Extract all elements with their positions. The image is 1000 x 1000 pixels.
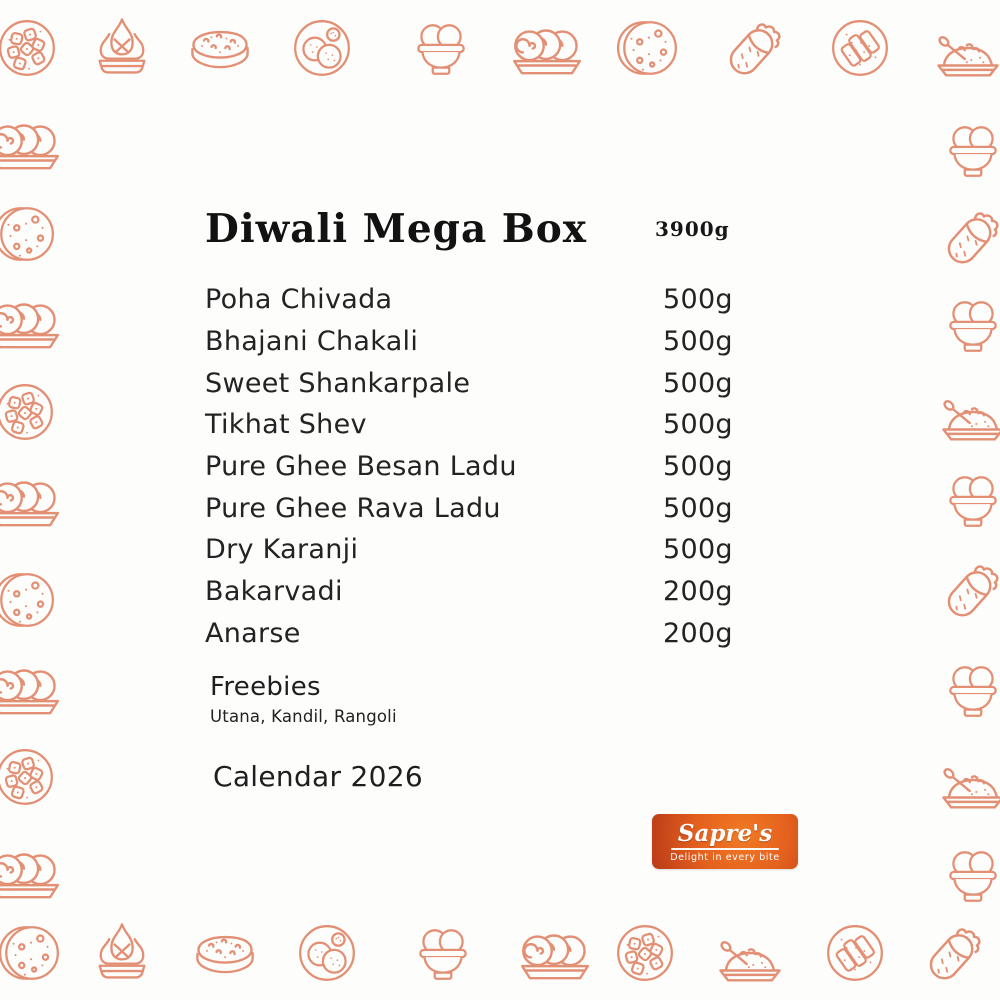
menu-item-name: Sweet Shankarpale: [205, 367, 471, 399]
spiral-rolls-plate-icon: [512, 13, 582, 83]
spiral-rolls-plate-icon: [0, 837, 60, 907]
page-title: Diwali Mega Box: [205, 206, 588, 252]
ladu-bowl-icon: [408, 15, 474, 81]
menu-item-row: Poha Chivada 500g: [205, 279, 753, 321]
menu-item-row: Pure Ghee Rava Ladu 500g: [205, 487, 753, 529]
cookie-icon: [615, 15, 681, 81]
menu-item-row: Pure Ghee Besan Ladu 500g: [205, 446, 753, 488]
wrap-icon: [937, 201, 1000, 273]
chivda-plate-icon: [0, 15, 60, 81]
ladu-bowl-icon: [410, 920, 476, 986]
modak-tray-icon: [88, 919, 156, 987]
menu-item-name: Anarse: [205, 617, 301, 649]
wrap-icon: [937, 554, 1000, 626]
menu-item-row: Dry Karanji 500g: [205, 529, 753, 571]
cookie-icon: [0, 201, 58, 267]
brand-name: Sapre's: [677, 819, 773, 847]
freebies-heading: Freebies: [210, 672, 321, 702]
menu-item-name: Poha Chivada: [205, 284, 393, 316]
menu-item-weight: 200g: [663, 576, 733, 608]
ladu-bowl-icon: [940, 292, 1000, 358]
menu-item-weight: 200g: [663, 617, 733, 649]
rice-plate-icon: [938, 377, 1000, 447]
menu-item-name: Dry Karanji: [205, 534, 359, 566]
rice-plate-icon: [933, 13, 1000, 83]
menu-item-name: Tikhat Shev: [205, 409, 367, 441]
menu-item-name: Pure Ghee Besan Ladu: [205, 451, 517, 483]
cookie-icon: [0, 920, 63, 986]
menu-item-row: Anarse 200g: [205, 613, 753, 655]
menu-item-name: Pure Ghee Rava Ladu: [205, 492, 501, 524]
calendar-label: Calendar 2026: [213, 760, 423, 793]
menu-item-row: Bhajani Chakali 500g: [205, 321, 753, 363]
menu-item-weight: 500g: [663, 367, 733, 399]
menu-item-weight: 500g: [663, 326, 733, 358]
spiral-rolls-plate-icon: [520, 918, 590, 988]
spiral-rolls-plate-icon: [0, 108, 60, 178]
logo-divider: [671, 847, 779, 850]
wrap-icon: [719, 12, 791, 84]
menu-item-name: Bhajani Chakali: [205, 326, 419, 358]
menu-item-weight: 500g: [663, 451, 733, 483]
total-weight: 3900g: [655, 217, 730, 241]
ladu-plate-icon: [289, 15, 355, 81]
spiral-rolls-plate-icon: [0, 653, 60, 723]
freebies-items: Utana, Kandil, Rangoli: [210, 707, 397, 726]
pancake-stack-icon: [186, 14, 254, 82]
menu-item-name: Bakarvadi: [205, 576, 343, 608]
spiral-rolls-plate-icon: [0, 465, 60, 535]
barfi-slices-icon: [827, 15, 893, 81]
barfi-slices-icon: [822, 920, 888, 986]
menu-item-row: Tikhat Shev 500g: [205, 404, 753, 446]
menu-item-weight: 500g: [663, 284, 733, 316]
ladu-bowl-icon: [940, 657, 1000, 723]
chivda-plate-icon: [0, 744, 58, 810]
pancake-stack-icon: [191, 919, 259, 987]
brand-tagline: Delight in every bite: [670, 851, 780, 863]
menu-item-list: Poha Chivada 500g Bhajani Chakali 500g Sweet…: [205, 279, 753, 654]
modak-tray-icon: [88, 14, 156, 82]
rice-plate-icon: [715, 918, 785, 988]
menu-item-row: Sweet Shankarpale 500g: [205, 362, 753, 404]
chivda-plate-icon: [612, 920, 678, 986]
ladu-bowl-icon: [940, 467, 1000, 533]
ladu-bowl-icon: [940, 842, 1000, 908]
menu-item-weight: 500g: [663, 534, 733, 566]
spiral-rolls-plate-icon: [0, 287, 60, 357]
ladu-bowl-icon: [940, 117, 1000, 183]
brand-logo: Sapre's Delight in every bite: [652, 814, 798, 869]
ladu-plate-icon: [294, 920, 360, 986]
wrap-icon: [919, 917, 991, 989]
chivda-plate-icon: [0, 379, 58, 445]
menu-item-weight: 500g: [663, 409, 733, 441]
cookie-icon: [0, 567, 58, 633]
menu-item-row: Bakarvadi 200g: [205, 571, 753, 613]
menu-item-weight: 500g: [663, 492, 733, 524]
rice-plate-icon: [938, 745, 1000, 815]
